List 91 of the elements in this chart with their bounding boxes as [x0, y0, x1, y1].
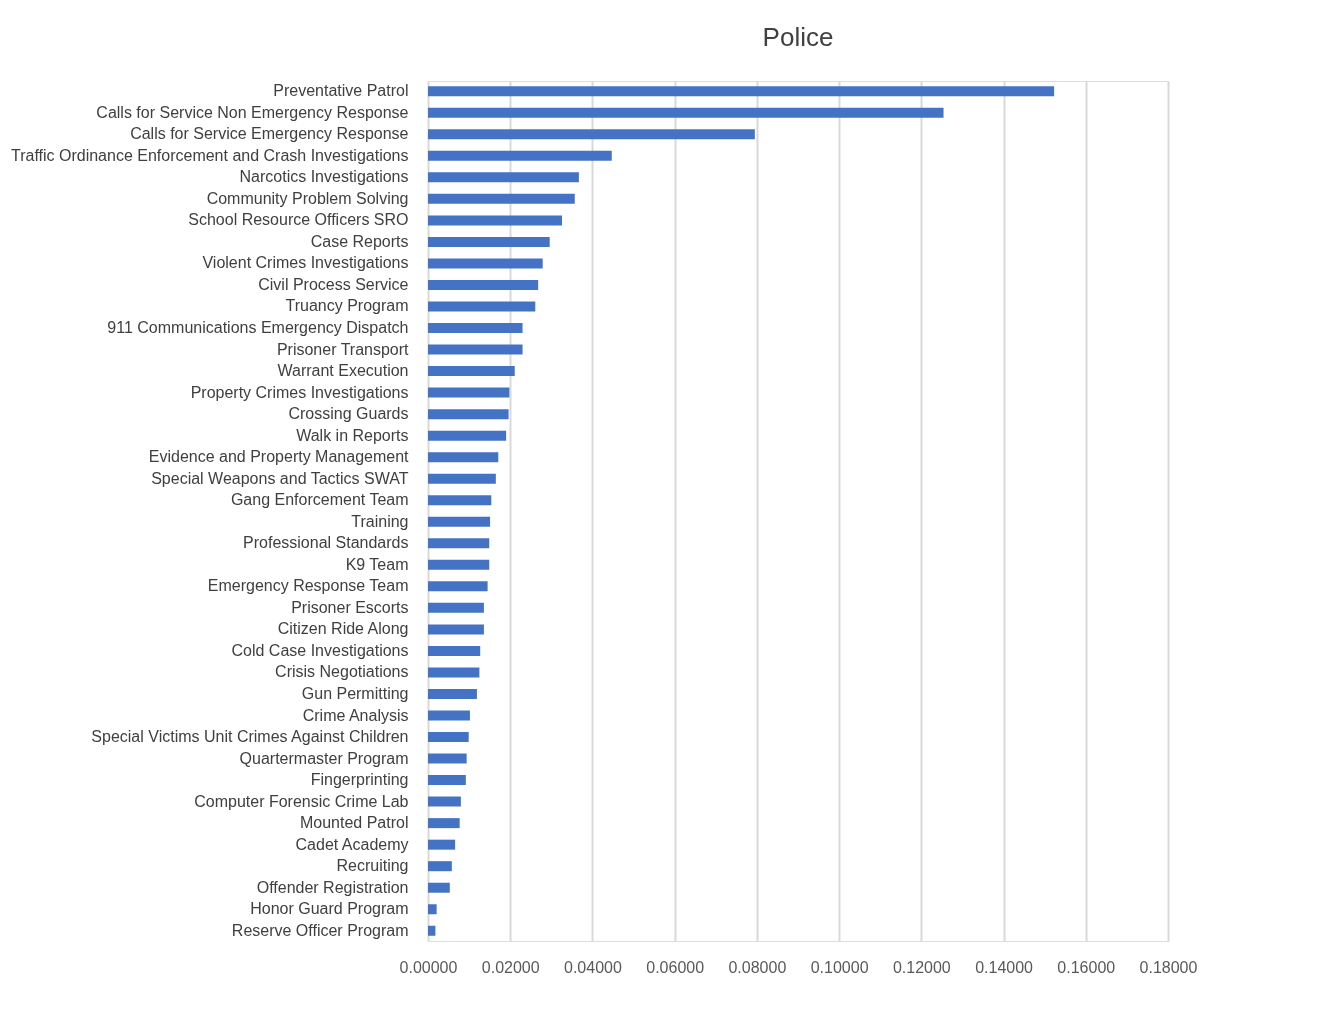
bar [428, 409, 509, 420]
bar [428, 215, 563, 226]
bar [428, 818, 460, 829]
bar [428, 882, 450, 893]
y-tick-label: Crossing Guards [288, 405, 409, 423]
y-tick-label: Crisis Negotiations [275, 663, 409, 681]
bar [428, 581, 488, 592]
y-tick-label: K9 Team [345, 555, 409, 573]
x-tick-label: 0.10000 [810, 958, 869, 976]
bar [428, 193, 575, 204]
bar [428, 301, 536, 312]
y-tick-label: Case Reports [310, 232, 409, 250]
bar [428, 258, 543, 269]
y-tick-label: Warrant Execution [277, 362, 409, 380]
x-tick-label: 0.06000 [646, 958, 705, 976]
bar [428, 538, 490, 549]
bar [428, 925, 436, 936]
bar [428, 753, 467, 764]
y-tick-label: Professional Standards [243, 534, 409, 552]
y-tick-label: Cold Case Investigations [231, 641, 409, 659]
y-tick-label: Calls for Service Emergency Response [130, 125, 409, 143]
bar [428, 667, 480, 678]
x-tick-label: 0.18000 [1139, 958, 1198, 976]
bar [428, 839, 456, 850]
bar [428, 796, 461, 807]
x-tick-label: 0.14000 [975, 958, 1034, 976]
y-tick-label: Violent Crimes Investigations [202, 254, 409, 272]
bar [428, 172, 579, 183]
bar [428, 904, 437, 915]
bar [428, 452, 499, 463]
bar [428, 366, 515, 377]
x-tick-label: 0.08000 [728, 958, 787, 976]
y-tick-label: Truancy Program [285, 297, 409, 315]
x-tick-label: 0.02000 [481, 958, 540, 976]
bar [428, 387, 510, 398]
y-tick-label: Preventative Patrol [273, 82, 409, 100]
y-tick-label: 911 Communications Emergency Dispatch [107, 319, 409, 337]
bar [428, 732, 469, 743]
bar [428, 775, 466, 786]
y-tick-label: Community Problem Solving [206, 189, 409, 207]
y-tick-label: Traffic Ordinance Enforcement and Crash Investigations [10, 146, 409, 164]
y-tick-label: Training [351, 512, 409, 530]
y-tick-label: School Resource Officers SRO [188, 211, 409, 229]
x-tick-label: 0.16000 [1057, 958, 1116, 976]
bar [428, 150, 612, 161]
bar [428, 107, 944, 118]
bar [428, 86, 1055, 97]
y-tick-label: Crime Analysis [302, 706, 409, 724]
y-tick-label: Gun Permitting [301, 684, 409, 702]
bar [428, 323, 523, 334]
y-tick-label: Property Crimes Investigations [190, 383, 409, 401]
x-tick-label: 0.12000 [892, 958, 951, 976]
bar [428, 495, 492, 506]
x-tick-label: 0.00000 [399, 958, 458, 976]
y-tick-label: Evidence and Property Management [148, 448, 410, 466]
bar [428, 279, 539, 290]
y-tick-label: Mounted Patrol [299, 814, 409, 832]
bar [428, 344, 523, 355]
y-tick-label: Offender Registration [256, 878, 409, 896]
bar [428, 129, 755, 140]
y-tick-label: Computer Forensic Crime Lab [194, 792, 409, 810]
bar [428, 861, 452, 872]
y-tick-label: Walk in Reports [296, 426, 409, 444]
bar [428, 688, 477, 699]
bar [428, 624, 484, 635]
chart-title: Police [762, 22, 834, 52]
y-tick-label: Civil Process Service [258, 275, 409, 293]
y-tick-label: Narcotics Investigations [239, 168, 409, 186]
y-tick-label: Reserve Officer Program [231, 921, 409, 939]
y-tick-label: Prisoner Escorts [291, 598, 409, 616]
y-tick-label: Special Victims Unit Crimes Against Children [91, 728, 409, 746]
bar [428, 516, 491, 527]
bar [428, 473, 496, 484]
x-tick-label: 0.04000 [564, 958, 622, 976]
bar [428, 559, 490, 570]
y-tick-label: Quartermaster Program [239, 749, 409, 767]
y-tick-label: Gang Enforcement Team [230, 491, 409, 509]
y-tick-label: Recruiting [336, 857, 409, 875]
bar [428, 602, 484, 613]
y-tick-label: Emergency Response Team [207, 577, 409, 595]
y-tick-label: Citizen Ride Along [277, 620, 409, 638]
y-tick-label: Fingerprinting [310, 771, 409, 789]
bar [428, 236, 550, 247]
bar [428, 645, 481, 656]
y-tick-label: Cadet Academy [295, 835, 409, 853]
bar [428, 710, 470, 721]
y-tick-label: Special Weapons and Tactics SWAT [151, 469, 409, 487]
bar [428, 430, 507, 441]
y-tick-label: Prisoner Transport [276, 340, 410, 358]
y-tick-label: Honor Guard Program [250, 900, 409, 918]
y-tick-label: Calls for Service Non Emergency Response [96, 103, 409, 121]
